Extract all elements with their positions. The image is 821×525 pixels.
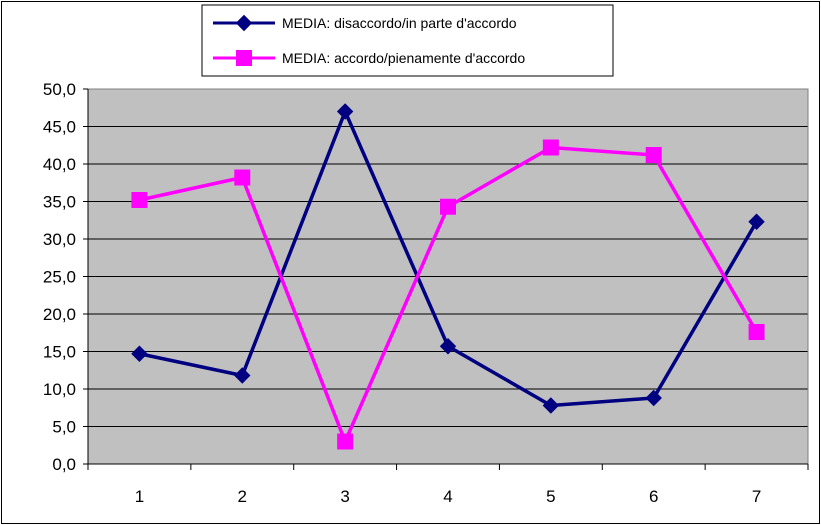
series-2-point — [131, 192, 148, 208]
x-tick-label: 1 — [135, 487, 144, 506]
x-tick-label: 4 — [443, 487, 452, 506]
series-2-point — [645, 147, 662, 163]
x-tick-label: 6 — [649, 487, 658, 506]
series-1-point — [542, 397, 560, 414]
series-2-point — [440, 198, 456, 215]
series-1 — [131, 103, 765, 414]
series-2-point — [337, 433, 354, 450]
legend-marker-series-2 — [236, 50, 252, 66]
legend-label-series-1: MEDIA: disaccordo/in parte d'accordo — [282, 15, 517, 31]
x-tick-label: 2 — [238, 487, 247, 506]
y-tick-label: 45,0 — [43, 118, 76, 137]
series-1-point — [131, 345, 148, 362]
y-tick-label: 0,0 — [52, 455, 76, 474]
legend: MEDIA: disaccordo/in parte d'accordo MED… — [201, 4, 614, 77]
series-layer — [131, 103, 765, 450]
y-tick-label: 50,0 — [43, 80, 76, 99]
y-tick-label: 20,0 — [43, 305, 76, 324]
x-axis-ticks: 1 2 3 4 5 6 7 — [135, 487, 762, 506]
series-1-point — [336, 103, 354, 120]
y-axis-ticks: 0,0 5,0 10,0 15,0 20,0 25,0 30,0 35,0 40,0 45,0 50… — [43, 80, 76, 474]
series-1-point — [439, 338, 457, 355]
legend-box — [201, 4, 614, 77]
series-2-point — [542, 139, 559, 156]
x-tick-label: 3 — [340, 487, 349, 506]
series-1-point — [234, 367, 251, 384]
series-2-point — [748, 324, 765, 340]
x-tick-label: 7 — [752, 487, 761, 506]
series-2 — [131, 139, 765, 450]
legend-marker-series-1 — [235, 14, 253, 32]
y-tick-label: 5,0 — [52, 418, 76, 437]
y-tick-label: 10,0 — [43, 380, 76, 399]
y-tick-label: 35,0 — [43, 193, 76, 212]
series-1-point — [645, 389, 662, 407]
series-2-point — [234, 169, 251, 186]
x-tick-label: 5 — [546, 487, 555, 506]
y-tick-label: 15,0 — [43, 343, 76, 362]
y-tick-label: 30,0 — [43, 230, 76, 249]
y-tick-label: 25,0 — [43, 268, 76, 287]
axes — [83, 88, 809, 470]
legend-label-series-2: MEDIA: accordo/pienamente d'accordo — [282, 50, 525, 66]
series-1-point — [748, 213, 765, 230]
legend-entry-1: MEDIA: disaccordo/in parte d'accordo — [213, 14, 517, 32]
y-tick-label: 40,0 — [43, 155, 76, 174]
legend-entry-2: MEDIA: accordo/pienamente d'accordo — [213, 50, 525, 66]
